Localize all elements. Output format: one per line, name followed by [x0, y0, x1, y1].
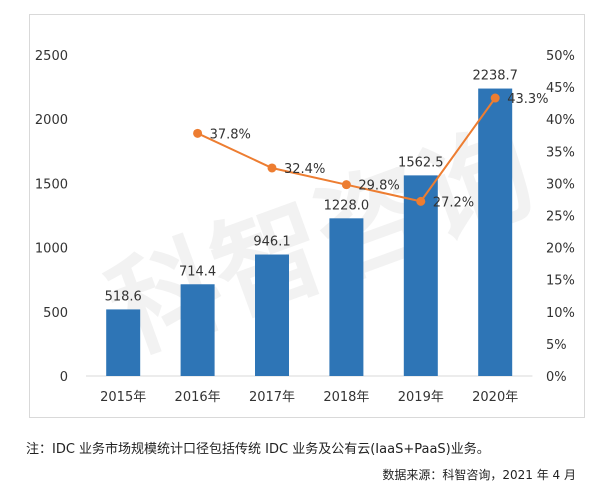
bar-data-label: 1228.0 [324, 198, 370, 213]
line-point [341, 180, 351, 190]
x-tick-label: 2016年 [175, 390, 221, 405]
y-left-tick-label: 1500 [35, 177, 68, 192]
bar-data-label: 1562.5 [398, 155, 444, 170]
y-left-tick-label: 500 [43, 306, 68, 321]
y-left-tick-label: 2500 [35, 49, 68, 64]
y-right-tick-label: 25% [546, 210, 575, 225]
bar [180, 284, 215, 376]
bar-data-label: 946.1 [253, 235, 290, 250]
chart-frame [29, 14, 585, 418]
x-tick-label: 2020年 [472, 390, 518, 405]
bar [255, 254, 289, 376]
y-right-tick-label: 0% [546, 370, 567, 385]
source-text: 数据来源：科智咨询，2021 年 4 月 [382, 468, 576, 482]
footnote: 注：IDC 业务市场规模统计口径包括传统 IDC 业务及公有云(IaaS+Paa… [26, 442, 490, 457]
line-data-label: 29.8% [358, 179, 399, 194]
line-data-label: 27.2% [433, 195, 474, 210]
x-tick-label: 2017年 [249, 390, 295, 405]
line-data-label: 32.4% [284, 162, 325, 177]
line-point [193, 128, 203, 138]
y-right-tick-label: 40% [546, 113, 575, 128]
bar [478, 88, 513, 377]
line-point [267, 163, 277, 173]
bar-data-label: 714.4 [179, 264, 216, 279]
y-right-tick-label: 50% [546, 49, 575, 64]
y-right-tick-label: 20% [546, 242, 575, 257]
bar-data-label: 518.6 [105, 289, 142, 304]
line-point [416, 196, 426, 206]
bar-data-label: 2238.7 [472, 69, 518, 84]
y-right-tick-label: 10% [546, 306, 575, 321]
bar [403, 175, 438, 376]
y-right-tick-label: 30% [546, 177, 575, 192]
y-right-tick-label: 5% [546, 338, 567, 353]
line-data-label: 37.8% [210, 127, 251, 142]
bar [106, 309, 141, 376]
y-left-tick-label: 1000 [35, 242, 68, 257]
y-right-tick-label: 45% [546, 81, 575, 96]
y-left-tick-label: 0 [60, 370, 68, 385]
y-left-tick-label: 2000 [35, 113, 68, 128]
y-right-tick-label: 15% [546, 274, 575, 289]
x-tick-label: 2018年 [323, 390, 369, 405]
x-tick-label: 2019年 [398, 390, 444, 405]
line-point [490, 93, 500, 103]
line-data-label: 43.3% [507, 92, 548, 107]
chart: 0 500 1000 1500 2000 2500 0% 5% 10% 15% 20% 25% 30% 3… [35, 49, 575, 405]
x-tick-label: 2015年 [100, 390, 146, 405]
y-right-tick-label: 35% [546, 145, 575, 160]
bar [329, 218, 364, 376]
